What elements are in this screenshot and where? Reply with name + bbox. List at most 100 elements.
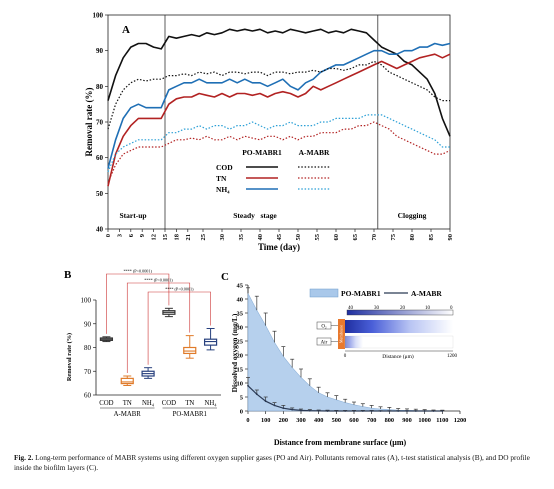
panel-a-ylabel: Removal rate (%): [84, 88, 94, 157]
figure-caption: Fig. 2. Long-term performance of MABR sy…: [14, 453, 542, 473]
a-mabr-point: [308, 409, 311, 412]
x-tick-label: 500: [332, 417, 341, 424]
a-mabr-point: [264, 400, 267, 403]
a-mabr-point: [406, 410, 408, 412]
x-tick-label: 800: [385, 417, 394, 424]
phase-startup-label: Start-up: [119, 211, 146, 220]
a-mabr-point: [282, 407, 285, 410]
y-tick-label: 70: [84, 368, 92, 376]
panel-c-inset: 40 30 20 10 0 Membrane O₂ Air 0 1200 Dis…: [316, 306, 458, 360]
x-tick-label: 45: [276, 233, 283, 240]
x-tick-label: 35: [238, 233, 245, 240]
x-tick-label: 12: [151, 234, 158, 241]
x-tick-label: 30: [219, 234, 226, 241]
y-tick-label: 90: [84, 320, 92, 328]
y-tick-label: 100: [81, 297, 92, 305]
a-mabr-point: [344, 410, 347, 412]
series-line-a-mabr-nh-: [107, 114, 450, 173]
significance-label: **** (P<0.0001): [144, 278, 173, 283]
significance-bracket: [147, 291, 211, 365]
panel-b-ylabel: Removal rate (%): [66, 333, 73, 381]
y-tick-label: 50: [96, 190, 104, 198]
inset-axis-tick-1: 1200: [447, 354, 458, 359]
x-tick-label: 1000: [418, 417, 431, 424]
panel-a-axes: 40 50 60 70 80 90 100 0 3 6 9 12 15 18 21 25 30 35 40 45 50 5…: [93, 12, 455, 241]
inset-xlabel: Distance (μm): [382, 353, 414, 360]
significance-label: **** (P<0.0001): [123, 269, 152, 274]
x-tick-label: 21: [185, 234, 192, 241]
x-tick-label: 60: [333, 234, 340, 241]
y-tick-label: 45: [237, 283, 244, 290]
x-tick-label: 0: [246, 417, 249, 424]
y-tick-label: 100: [93, 12, 104, 20]
phase-clogging-label: Clogging: [398, 211, 427, 220]
panel-a: 40 50 60 70 80 90 100 0 3 6 9 12 15 18 21 25 30 35 40 45 50 5…: [84, 12, 454, 253]
panel-a-label: A: [122, 24, 130, 36]
x-tick-label: 55: [314, 233, 321, 240]
a-mabr-point: [432, 410, 435, 412]
group-label: A-MABR: [114, 411, 142, 418]
y-tick-label: 60: [84, 392, 92, 400]
box-body: [120, 377, 134, 385]
panel-b-label: B: [64, 269, 72, 281]
a-mabr-point: [255, 393, 258, 396]
a-mabr-point: [423, 410, 426, 412]
a-mabr-point: [379, 410, 382, 412]
series-line-po-mabr1-nh-: [107, 42, 451, 169]
a-mabr-point: [273, 404, 276, 407]
x-tick-label: 18: [173, 233, 180, 240]
y-tick-label: 80: [96, 83, 104, 91]
legend-row-nh4: NH₄: [216, 185, 230, 194]
significance-label: **** (P<0.0001): [165, 287, 194, 292]
inset-membrane: [338, 319, 345, 349]
x-tick-label: 600: [349, 417, 358, 424]
panel-c-series: [246, 287, 445, 412]
y-tick-label: 70: [96, 119, 104, 127]
a-mabr-point: [361, 410, 364, 412]
a-mabr-point: [388, 410, 391, 412]
caption-label: Fig. 2.: [14, 453, 34, 462]
y-tick-label: 60: [96, 154, 104, 162]
x-tick-label: 90: [447, 234, 454, 241]
x-tick-label: 50: [295, 234, 302, 241]
legend-col-air: A-MABR: [299, 148, 330, 157]
x-tick-label: 80: [409, 234, 416, 241]
x-tick-label: 3: [116, 233, 123, 237]
y-tick-label: 15: [237, 367, 244, 374]
x-tick-label: 1200: [454, 417, 467, 424]
box-category-label: TN: [123, 400, 132, 407]
legend-swatch-po-area: [309, 288, 339, 298]
legend-air-label: A-MABR: [411, 289, 442, 298]
y-tick-label: 90: [96, 47, 104, 55]
significance-bracket: [106, 273, 170, 334]
phase-steady-label: Steady stage: [233, 211, 277, 220]
x-tick-label: 700: [367, 417, 376, 424]
caption-text: Long-term performance of MABR systems us…: [14, 453, 530, 472]
x-tick-label: 400: [314, 417, 323, 424]
inset-membrane-label: Membrane: [339, 325, 344, 343]
inset-row-o2: [345, 320, 453, 333]
inset-row-air-fill: [345, 336, 363, 348]
box-category-label: COD: [162, 400, 176, 407]
a-mabr-point: [441, 410, 444, 412]
x-tick-label: 15: [162, 233, 169, 240]
y-tick-label: 10: [237, 381, 244, 388]
box-category-label: COD: [99, 400, 113, 407]
y-tick-label: 80: [84, 344, 92, 352]
x-tick-label: 900: [402, 417, 411, 424]
a-mabr-point: [291, 408, 294, 411]
panel-a-plot-frame: [107, 14, 451, 230]
inset-scale-tick-1: 30: [374, 306, 380, 311]
panel-a-xlabel: Time (day): [258, 242, 300, 252]
x-tick-label: 200: [279, 417, 288, 424]
a-mabr-point: [326, 410, 329, 412]
y-tick-label: 40: [96, 226, 104, 234]
panel-c-xlabel: Distance from membrane surface (μm): [274, 438, 407, 447]
y-tick-label: 0: [240, 409, 243, 416]
box-body: [203, 338, 218, 346]
y-tick-label: 40: [237, 297, 244, 304]
y-tick-label: 30: [237, 325, 244, 332]
y-tick-label: 5: [240, 395, 244, 402]
a-mabr-point: [335, 410, 338, 412]
